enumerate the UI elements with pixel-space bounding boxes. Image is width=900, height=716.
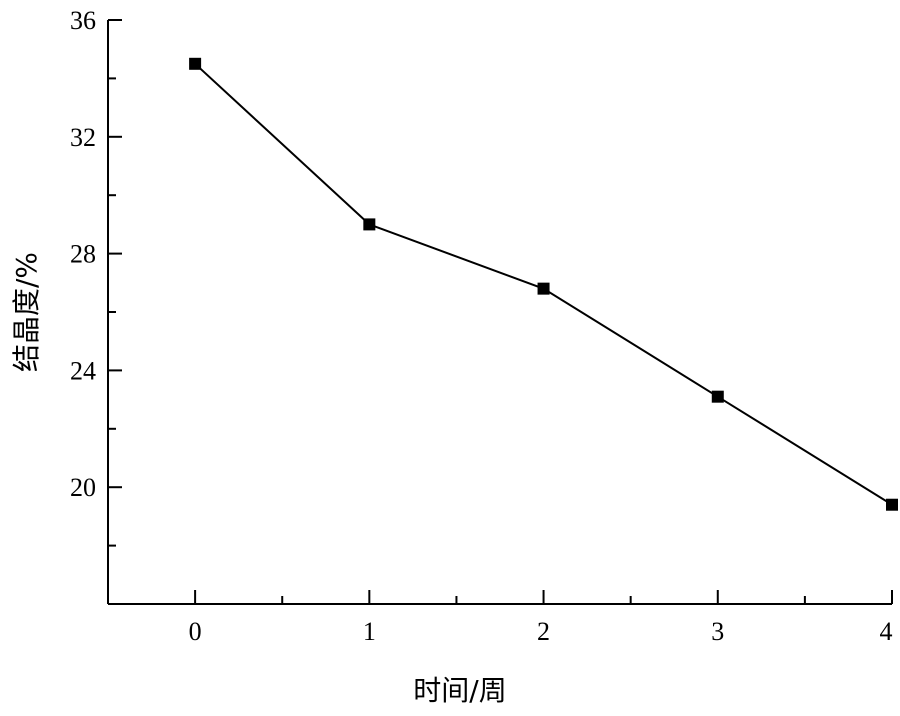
ticks — [107, 19, 893, 604]
series-layer — [189, 57, 898, 511]
y-tick-label-1: 24 — [70, 356, 96, 385]
tick-labels: 20 24 28 32 36 0 1 2 3 4 — [70, 6, 893, 646]
x-tick-label-4: 4 — [880, 617, 893, 646]
y-tick-label-2: 28 — [70, 240, 96, 269]
y-axis-title: 结晶度/% — [10, 252, 43, 372]
data-point-3 — [711, 390, 724, 403]
x-tick-label-2: 2 — [537, 617, 550, 646]
y-tick-label-0: 20 — [70, 473, 96, 502]
data-point-4 — [886, 498, 898, 511]
axes — [107, 20, 892, 605]
x-axis-title: 时间/周 — [413, 674, 506, 707]
y-tick-label-3: 32 — [70, 123, 96, 152]
data-point-1 — [363, 218, 376, 231]
x-tick-label-0: 0 — [189, 617, 202, 646]
data-point-2 — [537, 282, 550, 295]
x-tick-label-3: 3 — [711, 617, 724, 646]
x-tick-label-1: 1 — [363, 617, 376, 646]
data-point-0 — [189, 57, 202, 70]
y-tick-label-4: 36 — [70, 6, 96, 35]
